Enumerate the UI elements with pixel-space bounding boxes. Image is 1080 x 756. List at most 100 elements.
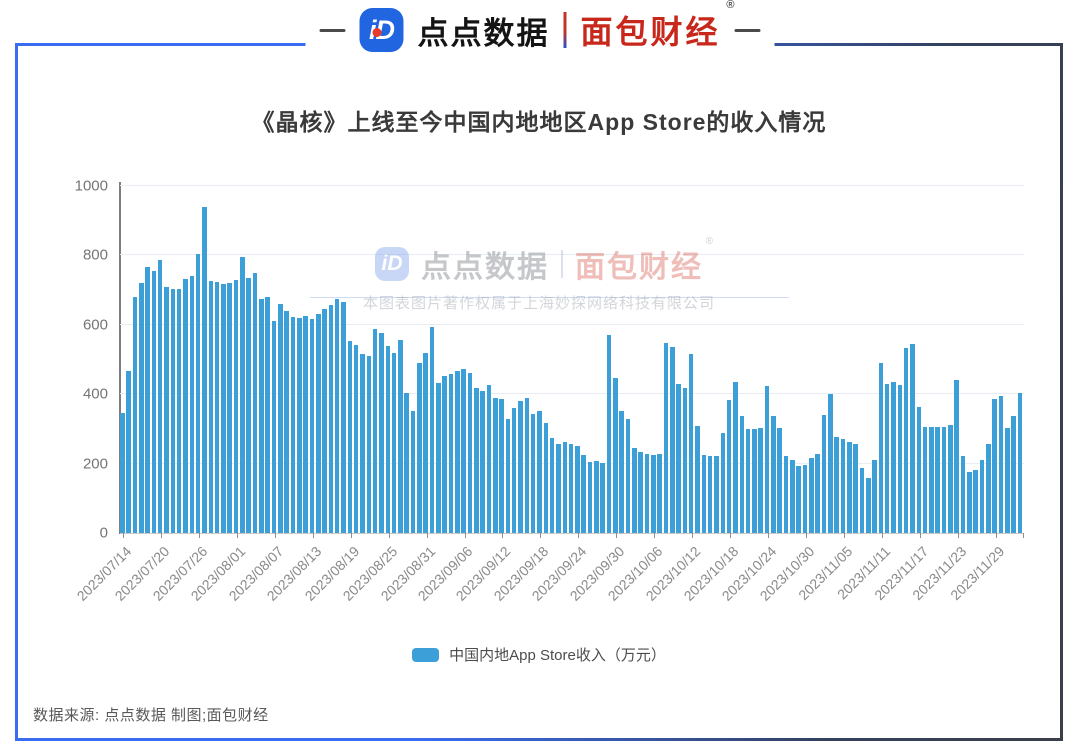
revenue-bar: [992, 399, 997, 533]
revenue-bar: [195, 253, 201, 533]
revenue-bar: [828, 394, 833, 533]
gridline: [120, 323, 1024, 325]
revenue-bar: [347, 341, 353, 533]
revenue-bar: [903, 348, 909, 533]
revenue-bar: [587, 461, 593, 533]
revenue-bar: [151, 271, 157, 533]
revenue-bar: [290, 316, 296, 533]
revenue-bar: [941, 427, 947, 533]
revenue-bar: [366, 356, 372, 533]
revenue-bar: [669, 346, 675, 533]
revenue-bar: [265, 297, 270, 533]
revenue-bar: [164, 286, 169, 533]
revenue-bar: [948, 425, 953, 533]
revenue-bar: [632, 447, 637, 533]
x-axis-tick: [767, 533, 769, 538]
x-axis-tick: [578, 533, 580, 538]
revenue-bar: [809, 457, 814, 533]
plot-area: 0 200 400 600 800 1000: [75, 178, 1024, 542]
brand-name-left: 点点数据: [417, 15, 550, 51]
revenue-bar: [802, 465, 808, 533]
revenue-bar: [695, 425, 700, 533]
chart-card-frame: 《晶核》上线至今中国内地地区App Store的收入情况 0 200 400 600 8…: [15, 43, 1063, 741]
revenue-bar: [505, 419, 511, 533]
revenue-bar: [688, 354, 694, 533]
revenue-bar: [739, 416, 745, 533]
revenue-bar: [240, 257, 245, 533]
revenue-bar: [922, 427, 928, 533]
gridline: [120, 393, 1024, 395]
revenue-bar: [391, 352, 397, 533]
revenue-bar: [442, 376, 447, 533]
revenue-bar: [271, 320, 277, 533]
revenue-bar: [733, 382, 738, 533]
x-axis-tick: [1023, 533, 1024, 538]
revenue-bar: [398, 340, 403, 533]
revenue-bar: [138, 282, 144, 533]
x-axis-tick: [388, 533, 390, 538]
revenue-bar: [126, 370, 131, 533]
revenue-bar: [783, 456, 789, 533]
gridline: [120, 185, 1024, 186]
revenue-bar: [979, 460, 985, 533]
x-axis-tick: [426, 533, 428, 538]
revenue-bar: [790, 459, 795, 533]
revenue-bar: [916, 407, 922, 533]
revenue-bar: [701, 454, 707, 533]
revenue-bar: [998, 395, 1004, 533]
revenue-bar: [954, 380, 959, 533]
revenue-bar: [720, 433, 726, 533]
revenue-bar: [865, 477, 871, 533]
revenue-bar: [474, 387, 479, 533]
brand-divider: [563, 12, 567, 48]
revenue-bar: [568, 443, 574, 533]
revenue-bar: [417, 362, 422, 533]
revenue-bar: [960, 456, 966, 533]
y-axis-tick-label: 1000: [74, 177, 108, 195]
revenue-bar: [929, 427, 934, 533]
revenue-bar: [157, 259, 163, 533]
revenue-bar: [284, 310, 289, 533]
revenue-bar: [315, 313, 321, 533]
revenue-bar: [353, 345, 359, 533]
revenue-bar: [208, 281, 214, 533]
revenue-bar: [853, 443, 858, 533]
revenue-bar: [309, 318, 315, 533]
brand-banner: iD 点点数据 面包财经 ®: [305, 0, 775, 54]
revenue-bar: [448, 373, 454, 533]
revenue-bar: [1017, 392, 1023, 533]
revenue-bar: [771, 415, 776, 533]
revenue-bar: [726, 399, 732, 533]
revenue-bar: [145, 267, 150, 533]
revenue-bar: [714, 456, 719, 533]
revenue-bar: [758, 427, 764, 533]
revenue-bar: [246, 277, 251, 533]
revenue-bar: [436, 382, 441, 533]
revenue-bar: [872, 460, 877, 533]
logo-red-dot: [372, 28, 382, 37]
y-axis-tick-label: 800: [82, 246, 108, 264]
revenue-bar: [777, 428, 782, 533]
y-axis-tick-label: 600: [82, 316, 108, 334]
revenue-bar: [385, 345, 391, 533]
revenue-bar: [562, 441, 568, 533]
revenue-bar: [878, 362, 884, 533]
revenue-bar: [549, 438, 555, 533]
legend-swatch: [412, 647, 440, 662]
revenue-bar: [221, 284, 226, 533]
revenue-bar: [897, 385, 903, 533]
revenue-bar: [423, 353, 428, 533]
revenue-bar: [404, 392, 410, 533]
watermark-line: [309, 297, 790, 298]
revenue-bar: [492, 398, 498, 533]
revenue-bar: [600, 462, 605, 533]
legend: 中国内地App Store收入（万元）: [18, 644, 1060, 665]
x-axis-tick: [805, 533, 807, 538]
revenue-bar: [252, 272, 258, 533]
y-axis-line: [119, 182, 121, 534]
revenue-bar: [461, 369, 466, 533]
revenue-bar: [745, 428, 751, 533]
x-axis-tick: [957, 533, 959, 538]
revenue-bar: [530, 414, 536, 533]
x-axis-tick: [692, 533, 694, 538]
